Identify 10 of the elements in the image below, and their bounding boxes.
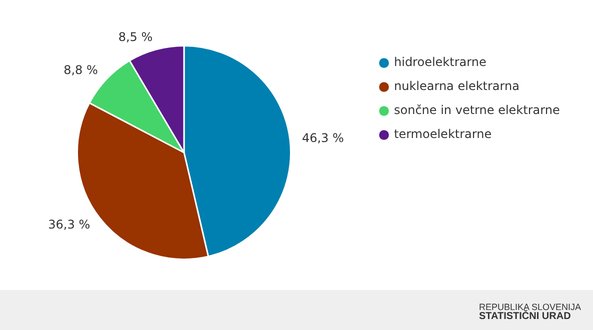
legend-label: hidroelektrarne bbox=[394, 55, 486, 70]
text: STATISTIČNI URAD bbox=[478, 311, 571, 322]
data-label: 8,8 % bbox=[64, 62, 98, 77]
legend-label: termoelektrarne bbox=[394, 127, 492, 142]
legend-label: nuklearna elektrarna bbox=[394, 79, 520, 94]
data-label: 8,5 % bbox=[118, 30, 153, 44]
text: REPUBLIKA SLOVENIJA bbox=[478, 302, 581, 312]
data-label: 36,3 % bbox=[48, 217, 90, 232]
data-label: 46,3 % bbox=[302, 131, 344, 146]
legend-label: sončne in vetrne elektrarne bbox=[394, 103, 560, 118]
